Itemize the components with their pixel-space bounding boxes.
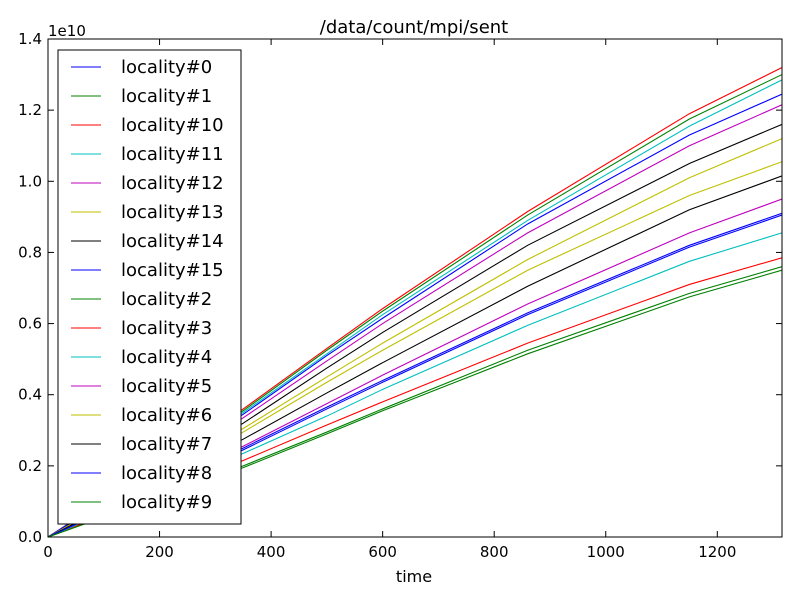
- series-lines: [48, 66, 782, 537]
- y-tick-label: 0.0: [18, 528, 42, 546]
- series-line-locality-10: [48, 66, 782, 537]
- legend-label: locality#4: [121, 347, 212, 368]
- legend-label: locality#10: [121, 115, 224, 136]
- y-offset-label: 1e10: [48, 22, 86, 40]
- legend-label: locality#9: [121, 492, 212, 513]
- legend-label: locality#8: [121, 463, 212, 484]
- x-tick-label: 0: [43, 543, 53, 561]
- legend-label: locality#1: [121, 86, 212, 107]
- y-tick-label: 0.2: [18, 457, 42, 475]
- series-line-locality-6: [48, 138, 782, 537]
- series-line-locality-12: [48, 104, 782, 537]
- y-tick-label: 0.8: [18, 243, 42, 261]
- x-tick-label: 600: [368, 543, 397, 561]
- series-line-locality-0: [48, 214, 782, 537]
- series-line-locality-11: [48, 79, 782, 537]
- x-tick-label: 400: [257, 543, 286, 561]
- x-tick-label: 200: [145, 543, 174, 561]
- y-tick-label: 1.4: [18, 30, 42, 48]
- series-line-locality-15: [48, 93, 782, 537]
- x-tick-label: 1200: [698, 543, 736, 561]
- series-line-locality-13: [48, 161, 782, 537]
- series-line-locality-7: [48, 175, 782, 537]
- legend-label: locality#5: [121, 376, 212, 397]
- x-tick-label: 800: [480, 543, 509, 561]
- legend-label: locality#11: [121, 144, 224, 165]
- legend: locality#0 locality#1 locality#10 locality#…: [57, 49, 242, 525]
- y-tick-label: 1.2: [18, 101, 42, 119]
- legend-label: locality#3: [121, 318, 212, 339]
- x-axis-label: time: [396, 567, 432, 586]
- legend-label: locality#12: [121, 173, 224, 194]
- plot-area: 0 200 400 600 800 1000 1200 0.0 0.2 0.4 0.6 0.8 1.0 1…: [18, 30, 783, 561]
- x-tick-label: 1000: [587, 543, 625, 561]
- legend-box: [57, 49, 242, 525]
- series-line-locality-5: [48, 198, 782, 537]
- legend-label: locality#7: [121, 434, 212, 455]
- legend-label: locality#13: [121, 202, 224, 223]
- legend-label: locality#15: [121, 260, 224, 281]
- y-tick-label: 0.4: [18, 386, 42, 404]
- legend-label: locality#6: [121, 405, 212, 426]
- series-line-locality-2: [48, 266, 782, 537]
- series-line-locality-3: [48, 257, 782, 537]
- y-tick-label: 1.0: [18, 172, 42, 190]
- series-line-locality-9: [48, 269, 782, 537]
- legend-label: locality#0: [121, 57, 212, 78]
- series-line-locality-1: [48, 74, 782, 537]
- series-line-locality-8: [48, 212, 782, 537]
- legend-label: locality#2: [121, 289, 212, 310]
- chart-title: /data/count/mpi/sent: [320, 17, 508, 38]
- y-tick-label: 0.6: [18, 315, 42, 333]
- axes-frame: [47, 38, 783, 538]
- series-line-locality-4: [48, 232, 782, 537]
- legend-label: locality#14: [121, 231, 224, 252]
- series-line-locality-14: [48, 123, 782, 537]
